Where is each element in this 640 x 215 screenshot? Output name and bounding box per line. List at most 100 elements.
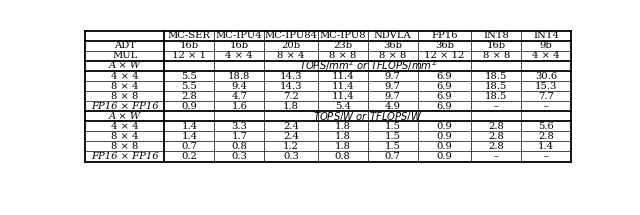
Text: FP16 × FP16: FP16 × FP16 xyxy=(91,152,159,161)
Text: 2.4: 2.4 xyxy=(283,122,299,131)
Text: 9.7: 9.7 xyxy=(385,82,401,91)
Text: 0.3: 0.3 xyxy=(231,152,247,161)
Text: 0.7: 0.7 xyxy=(385,152,401,161)
Text: 6.9: 6.9 xyxy=(436,102,452,111)
Text: 1.8: 1.8 xyxy=(335,132,351,141)
Text: 23b: 23b xyxy=(333,41,353,50)
Text: 16b: 16b xyxy=(180,41,199,50)
Text: FP16 × FP16: FP16 × FP16 xyxy=(91,102,159,111)
Text: 11.4: 11.4 xyxy=(332,72,354,81)
Text: 4 × 4: 4 × 4 xyxy=(111,122,138,131)
Text: 0.9: 0.9 xyxy=(436,132,452,141)
Text: 9.7: 9.7 xyxy=(385,92,401,101)
Text: FP16: FP16 xyxy=(431,31,458,40)
Text: 1.4: 1.4 xyxy=(181,132,197,141)
Text: 11.4: 11.4 xyxy=(332,92,354,101)
Text: –: – xyxy=(543,152,548,161)
Text: 8 × 8: 8 × 8 xyxy=(111,142,138,151)
Text: 4.9: 4.9 xyxy=(385,102,401,111)
Text: A × W: A × W xyxy=(109,61,141,71)
Text: 16b: 16b xyxy=(486,41,506,50)
Text: 1.8: 1.8 xyxy=(283,102,299,111)
Text: 0.2: 0.2 xyxy=(181,152,197,161)
Text: INT4: INT4 xyxy=(533,31,559,40)
Text: 1.5: 1.5 xyxy=(385,122,401,131)
Text: 8 × 4: 8 × 4 xyxy=(111,132,138,141)
Text: 0.7: 0.7 xyxy=(181,142,197,151)
Text: 18.5: 18.5 xyxy=(485,92,508,101)
Text: 14.3: 14.3 xyxy=(280,82,302,91)
Text: $\it{TOPS/W}$ $\it{or}$ $\it{TFLOPS/W}$: $\it{TOPS/W}$ $\it{or}$ $\it{TFLOPS/W}$ xyxy=(313,110,422,123)
Text: 4 × 4: 4 × 4 xyxy=(111,72,138,81)
Text: 0.9: 0.9 xyxy=(436,122,452,131)
Text: 2.4: 2.4 xyxy=(283,132,299,141)
Text: 1.8: 1.8 xyxy=(335,142,351,151)
Text: 36b: 36b xyxy=(435,41,454,50)
Text: 18.5: 18.5 xyxy=(485,82,508,91)
Text: 20b: 20b xyxy=(282,41,301,50)
Text: 36b: 36b xyxy=(383,41,402,50)
Text: 1.5: 1.5 xyxy=(385,142,401,151)
Text: 2.8: 2.8 xyxy=(488,132,504,141)
Text: 9.7: 9.7 xyxy=(385,72,401,81)
Text: 8 × 8: 8 × 8 xyxy=(483,51,510,60)
Text: 0.9: 0.9 xyxy=(181,102,197,111)
Text: 8 × 8: 8 × 8 xyxy=(329,51,356,60)
Text: 6.9: 6.9 xyxy=(436,82,452,91)
Text: 11.4: 11.4 xyxy=(332,82,354,91)
Text: 1.7: 1.7 xyxy=(231,132,247,141)
Text: MUL: MUL xyxy=(112,51,138,60)
Text: MC-IPU84: MC-IPU84 xyxy=(264,31,317,40)
Text: MC-SER: MC-SER xyxy=(168,31,211,40)
Text: 0.9: 0.9 xyxy=(436,152,452,161)
Text: 5.5: 5.5 xyxy=(181,82,197,91)
Text: $\it{TOPS/mm^2}$ $\it{or}$ $\it{TFLOPS/mm^2}$: $\it{TOPS/mm^2}$ $\it{or}$ $\it{TFLOPS/m… xyxy=(299,58,436,73)
Text: 14.3: 14.3 xyxy=(280,72,302,81)
Text: MC-IPU4: MC-IPU4 xyxy=(216,31,262,40)
Text: –: – xyxy=(493,102,499,111)
Text: –: – xyxy=(543,102,548,111)
Text: 30.6: 30.6 xyxy=(535,72,557,81)
Text: 3.3: 3.3 xyxy=(231,122,247,131)
Text: 6.9: 6.9 xyxy=(436,92,452,101)
Text: 9.4: 9.4 xyxy=(231,82,247,91)
Text: 5.5: 5.5 xyxy=(181,72,197,81)
Text: 2.8: 2.8 xyxy=(488,122,504,131)
Text: 12 × 12: 12 × 12 xyxy=(424,51,465,60)
Text: 8 × 4: 8 × 4 xyxy=(111,82,138,91)
Text: 18.8: 18.8 xyxy=(228,72,250,81)
Text: 0.9: 0.9 xyxy=(436,142,452,151)
Text: 2.8: 2.8 xyxy=(488,142,504,151)
Text: 16b: 16b xyxy=(230,41,249,50)
Text: 2.8: 2.8 xyxy=(538,132,554,141)
Text: 1.4: 1.4 xyxy=(181,122,197,131)
Text: A × W: A × W xyxy=(109,112,141,121)
Text: 4 × 4: 4 × 4 xyxy=(225,51,253,60)
Text: 0.8: 0.8 xyxy=(335,152,351,161)
Text: INT8: INT8 xyxy=(483,31,509,40)
Text: 4 × 4: 4 × 4 xyxy=(532,51,560,60)
Text: 7.2: 7.2 xyxy=(283,92,299,101)
Text: 1.4: 1.4 xyxy=(538,142,554,151)
Text: 0.3: 0.3 xyxy=(283,152,299,161)
Text: 7.7: 7.7 xyxy=(538,92,554,101)
Text: 4.7: 4.7 xyxy=(231,92,247,101)
Text: 2.8: 2.8 xyxy=(181,92,197,101)
Text: MC-IPU8: MC-IPU8 xyxy=(319,31,366,40)
Text: 12 × 1: 12 × 1 xyxy=(172,51,206,60)
Text: 6.9: 6.9 xyxy=(436,72,452,81)
Text: 5.4: 5.4 xyxy=(335,102,351,111)
Text: 0.8: 0.8 xyxy=(231,142,247,151)
Text: 5.6: 5.6 xyxy=(538,122,554,131)
Text: 8 × 4: 8 × 4 xyxy=(277,51,305,60)
Text: 1.2: 1.2 xyxy=(283,142,299,151)
Text: 1.6: 1.6 xyxy=(231,102,247,111)
Text: ADT: ADT xyxy=(114,41,136,50)
Text: 1.8: 1.8 xyxy=(335,122,351,131)
Text: 8 × 8: 8 × 8 xyxy=(111,92,138,101)
Text: 8 × 8: 8 × 8 xyxy=(379,51,406,60)
Text: NDVLA: NDVLA xyxy=(374,31,412,40)
Text: 15.3: 15.3 xyxy=(535,82,557,91)
Text: 9b: 9b xyxy=(540,41,552,50)
Text: 1.5: 1.5 xyxy=(385,132,401,141)
